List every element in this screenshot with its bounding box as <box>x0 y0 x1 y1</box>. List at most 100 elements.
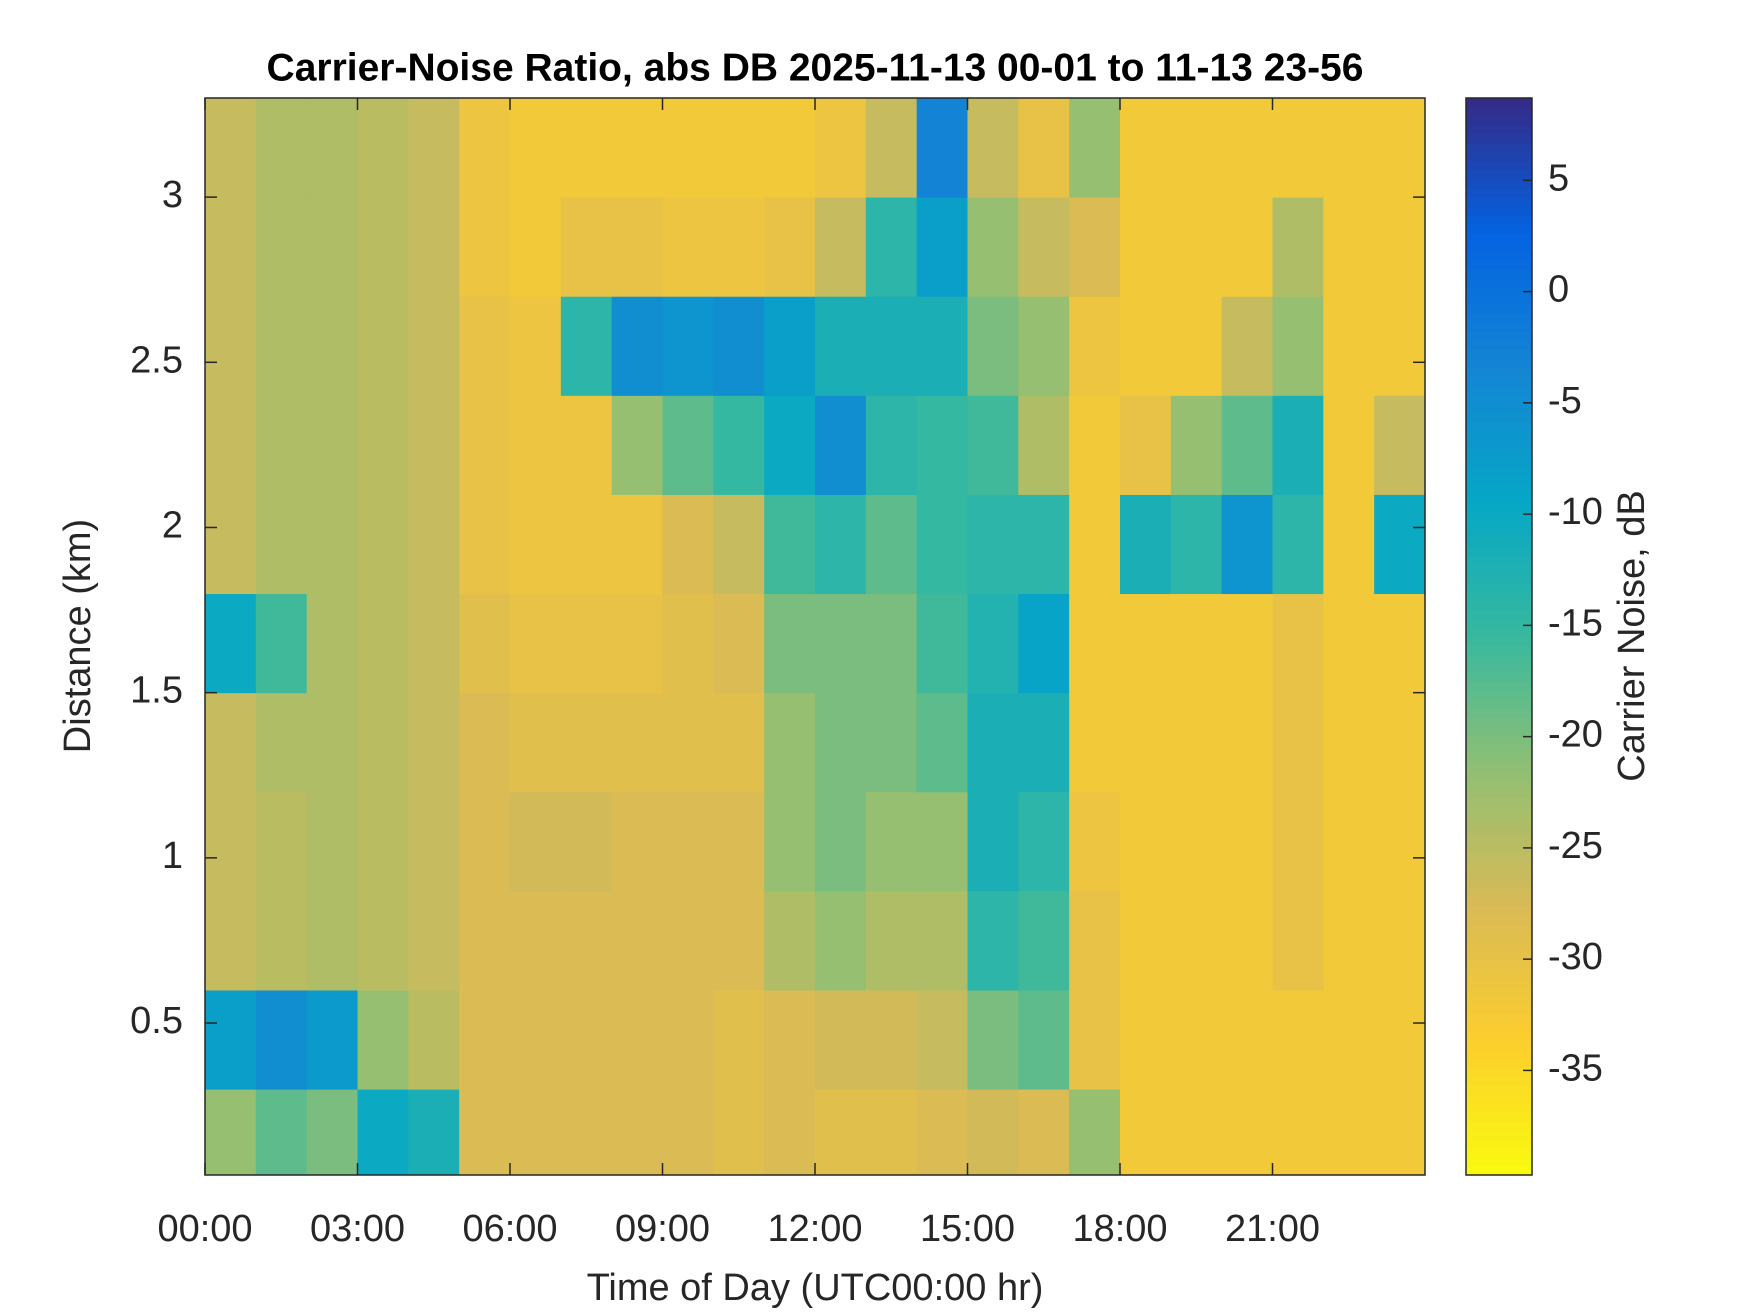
heatmap-cell <box>408 989 460 1090</box>
x-tick-label: 09:00 <box>615 1208 710 1250</box>
colorbar-swatch <box>1466 995 1532 1006</box>
colorbar-swatch <box>1466 968 1532 979</box>
colorbar-swatch <box>1466 1004 1532 1015</box>
heatmap-cell <box>357 296 409 396</box>
colorbar-tick-label: -35 <box>1548 1047 1603 1089</box>
heatmap-cell <box>357 494 409 595</box>
heatmap-cell <box>255 296 308 396</box>
y-tick-label: 3 <box>162 174 183 216</box>
colorbar-swatch <box>1466 160 1532 171</box>
heatmap-cell <box>510 395 562 495</box>
heatmap-cell <box>1120 395 1172 495</box>
colorbar-swatch <box>1466 941 1532 952</box>
heatmap-cell <box>764 791 816 892</box>
colorbar-swatch <box>1466 115 1532 126</box>
colorbar-swatch <box>1466 1040 1532 1050</box>
colorbar-swatch <box>1466 1085 1532 1095</box>
heatmap-cell <box>611 890 663 991</box>
heatmap-cell <box>611 1089 663 1176</box>
heatmap-cell <box>1069 1089 1121 1176</box>
heatmap-cell <box>1374 494 1426 595</box>
colorbar-swatch <box>1466 1121 1532 1131</box>
heatmap-cell <box>205 494 257 595</box>
heatmap-cell <box>1120 692 1172 793</box>
heatmap-cell <box>815 395 867 495</box>
heatmap-cell <box>459 890 511 991</box>
heatmap-cell <box>815 1089 867 1176</box>
heatmap-cell <box>357 692 409 793</box>
heatmap-cell <box>1170 890 1223 991</box>
heatmap-cell <box>1272 296 1324 396</box>
heatmap-cell <box>865 791 918 892</box>
colorbar-swatch <box>1466 457 1532 467</box>
heatmap-cell <box>255 791 308 892</box>
heatmap-cell <box>815 197 867 297</box>
colorbar-swatch <box>1466 887 1532 898</box>
heatmap-cell <box>611 692 663 793</box>
colorbar-swatch <box>1466 537 1532 548</box>
heatmap-cell <box>1323 791 1375 892</box>
heatmap-cell <box>611 791 663 892</box>
heatmap-cell <box>306 197 358 297</box>
heatmap-cell <box>1069 890 1121 991</box>
heatmap-cell <box>1018 197 1070 297</box>
heatmap-cell <box>1120 296 1172 396</box>
heatmap-cell <box>408 296 460 396</box>
heatmap-cell <box>764 1089 816 1176</box>
colorbar-swatch <box>1466 259 1532 270</box>
colorbar-swatch <box>1466 124 1532 135</box>
colorbar-swatch <box>1466 672 1532 682</box>
heatmap-cell <box>1120 989 1172 1090</box>
heatmap-cell <box>611 989 663 1090</box>
heatmap-cell <box>1323 1089 1375 1176</box>
colorbar-swatch <box>1466 474 1532 485</box>
colorbar-tick-label: -30 <box>1548 936 1603 978</box>
heatmap-cell <box>713 1089 765 1176</box>
colorbar-swatch <box>1466 492 1532 503</box>
heatmap-cell <box>611 593 663 694</box>
heatmap-cell <box>357 791 409 892</box>
heatmap-cell <box>1069 296 1121 396</box>
colorbar-swatch <box>1466 896 1532 907</box>
heatmap-cell <box>459 1089 511 1176</box>
heatmap-cell <box>815 692 867 793</box>
heatmap-cell <box>764 98 816 198</box>
x-tick-label: 12:00 <box>767 1208 862 1250</box>
heatmap-cell <box>1272 989 1324 1090</box>
colorbar-swatch <box>1466 367 1532 377</box>
heatmap-cell <box>408 98 460 198</box>
x-tick-label: 15:00 <box>920 1208 1015 1250</box>
colorbar-swatch <box>1466 187 1532 198</box>
heatmap-cell <box>662 989 714 1090</box>
heatmap-cell <box>1323 593 1375 694</box>
heatmap-cell <box>510 791 562 892</box>
colorbar-swatch <box>1466 1013 1532 1024</box>
heatmap-cell <box>357 395 409 495</box>
heatmap-cell <box>764 593 816 694</box>
heatmap-cell <box>1170 791 1223 892</box>
heatmap-cell <box>1069 395 1121 495</box>
colorbar-swatch <box>1466 205 1532 216</box>
colorbar-swatch <box>1466 385 1532 395</box>
heatmap-cell <box>1221 197 1273 297</box>
heatmap-cell <box>967 791 1019 892</box>
colorbar-swatch <box>1466 178 1532 189</box>
heatmap-cell <box>255 494 308 595</box>
heatmap-cell <box>1221 692 1273 793</box>
heatmap-cell <box>560 989 613 1090</box>
heatmap-cell <box>1069 692 1121 793</box>
colorbar-swatch <box>1466 295 1532 306</box>
heatmap-cell <box>662 494 714 595</box>
heatmap-cell <box>1018 494 1070 595</box>
heatmap-cell <box>306 98 358 198</box>
heatmap-cell <box>1170 1089 1223 1176</box>
colorbar-swatch <box>1466 331 1532 341</box>
heatmap-cell <box>764 890 816 991</box>
heatmap-cell <box>408 791 460 892</box>
colorbar-swatch <box>1466 196 1532 207</box>
heatmap-cell <box>815 494 867 595</box>
heatmap-cell <box>662 296 714 396</box>
x-axis-label: Time of Day (UTC00:00 hr) <box>587 1267 1044 1309</box>
heatmap-cell <box>1018 1089 1070 1176</box>
heatmap-cell <box>1221 296 1273 396</box>
